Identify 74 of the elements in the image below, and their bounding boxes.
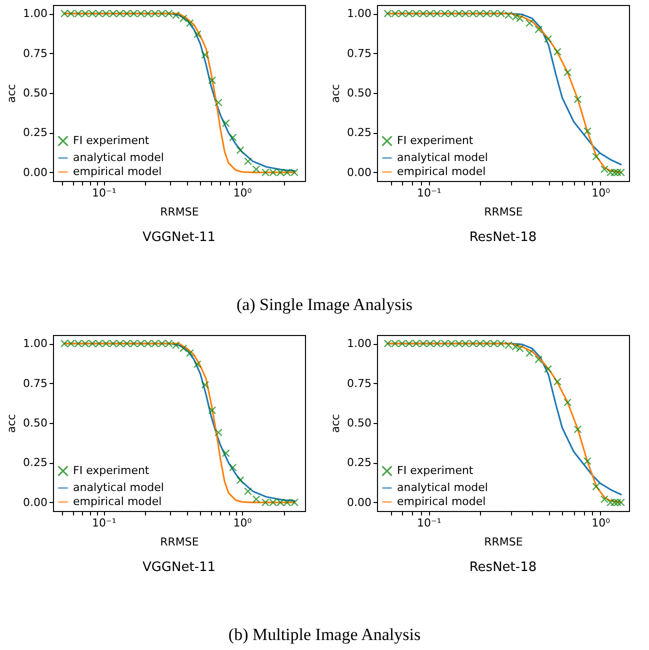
x-tick-label: 10⁰ [233, 516, 252, 530]
legend-label: FI experiment [73, 134, 150, 147]
y-tick-label: 0.75 [23, 46, 48, 60]
y-tick-label: 0.50 [347, 416, 372, 430]
x-tick-label: 10⁻¹ [417, 516, 442, 530]
legend-label: FI experiment [73, 464, 150, 477]
y-tick-label: 1.00 [347, 7, 372, 20]
point [201, 50, 210, 59]
y-tick-label: 0.25 [23, 126, 48, 140]
point [244, 157, 252, 166]
y-tick-label: 0.50 [347, 86, 372, 100]
point [222, 449, 230, 458]
y-tick-label: 0.00 [23, 496, 48, 509]
point [208, 76, 216, 84]
y-tick-label: 0.50 [23, 416, 48, 430]
text: VGGNet-11 [142, 230, 216, 245]
point [179, 14, 188, 22]
y-axis-title: acc [5, 84, 18, 103]
y-axis-title: acc [329, 84, 342, 103]
point [236, 146, 244, 154]
x-axis-title: RRMSE [484, 536, 523, 548]
point [236, 476, 244, 484]
x-axis-title: RRMSE [160, 536, 199, 548]
legend-label: FI experiment [397, 464, 474, 477]
point [201, 380, 210, 389]
point [186, 19, 194, 28]
y-tick-label: 1.00 [23, 337, 48, 350]
y-tick-label: 1.00 [347, 337, 372, 350]
y-axis-title: acc [5, 414, 18, 433]
y-tick-label: 1.00 [23, 7, 48, 20]
text: (b) Multiple Image Analysis [227, 624, 422, 646]
legend-label: analytical model [397, 151, 488, 164]
point [214, 98, 222, 106]
x-tick-label: 10⁻¹ [92, 186, 116, 200]
point [228, 134, 237, 142]
legend-label: analytical model [397, 481, 488, 494]
x-tick-label: 10⁰ [233, 186, 252, 200]
x-tick-label: 10⁻¹ [417, 186, 442, 200]
point [194, 360, 202, 368]
y-tick-label: 0.75 [23, 376, 48, 390]
legend-label: empirical model [73, 495, 162, 508]
x-tick-label: 10⁻¹ [92, 516, 116, 530]
point [194, 30, 202, 38]
y-tick-label: 0.25 [347, 456, 372, 470]
point [208, 406, 216, 414]
y-tick-label: 0.75 [347, 376, 372, 390]
x-axis-title: RRMSE [484, 206, 523, 218]
legend-label: empirical model [73, 165, 162, 178]
text: VGGNet-11 [142, 560, 216, 575]
point [244, 487, 252, 496]
x-tick-label: 10⁰ [592, 516, 611, 530]
y-tick-label: 0.75 [347, 46, 372, 60]
text: ResNet-18 [469, 230, 537, 245]
text: (a) Single Image Analysis [235, 294, 414, 316]
legend-label: empirical model [397, 495, 486, 508]
y-tick-label: 0.00 [347, 166, 372, 179]
legend-label: FI experiment [397, 134, 474, 147]
y-tick-label: 0.25 [23, 456, 48, 470]
y-tick-label: 0.25 [347, 126, 372, 140]
legend-label: analytical model [73, 481, 164, 494]
point [222, 119, 230, 128]
y-tick-label: 0.00 [347, 496, 372, 509]
text: ResNet-18 [469, 560, 537, 575]
y-tick-label: 0.50 [23, 86, 48, 100]
y-axis-title: acc [329, 414, 342, 433]
point [228, 464, 237, 472]
legend-label: empirical model [397, 165, 486, 178]
point [186, 349, 194, 358]
x-axis-title: RRMSE [160, 206, 199, 218]
x-tick-label: 10⁰ [592, 186, 611, 200]
point [179, 344, 188, 352]
legend-label: analytical model [73, 151, 164, 164]
y-tick-label: 0.00 [23, 166, 48, 179]
point [214, 428, 222, 436]
